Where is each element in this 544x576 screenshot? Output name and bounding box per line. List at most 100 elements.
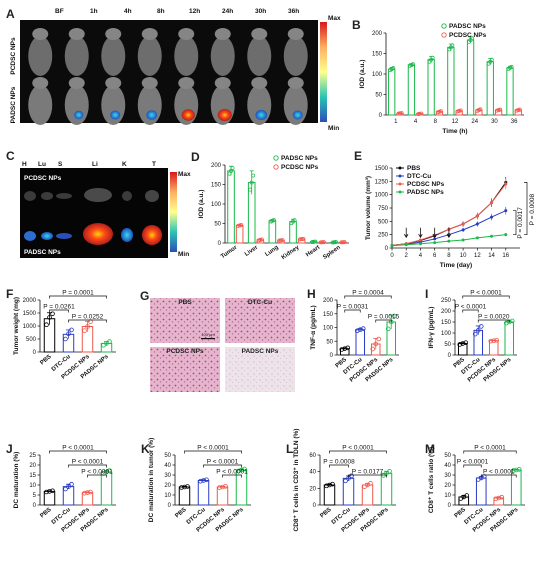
x-axis-title: Time (h) [442,128,467,135]
data-point [488,338,494,344]
bar [447,46,455,116]
data-point [201,478,206,483]
significance-bracket [87,474,107,478]
data-point [464,493,470,498]
p-value-label: P = 0.0004 [352,290,384,297]
y-tick-label: 1000 [375,193,389,199]
histology-label: PBS [178,299,192,306]
data-point [82,490,87,496]
significance-bracket [463,464,482,468]
data-point [301,236,306,241]
significance-bracket [462,309,479,313]
panel-letter: M [425,442,435,456]
organ-label: K [122,161,127,168]
data-point [88,489,93,495]
data-point [107,468,112,473]
p-value-label: P < 0.0001 [81,469,113,476]
y-tick-label: 150 [441,320,452,326]
data-point [280,238,285,242]
mouse-head [68,28,85,40]
panel-letter: F [6,287,13,301]
y-tick-label: 150 [211,183,222,189]
y-tick-label: 150 [372,52,383,58]
organ-label: Lu [38,161,46,168]
organ-label: H [22,161,27,168]
legend-label: PCDSC NPs [281,164,319,171]
y-tick-label: 20 [444,483,451,489]
mouse-body [28,36,53,76]
significance-bracket [184,450,242,454]
mouse-body [64,85,89,125]
y-tick-label: 200 [323,298,334,304]
data-point [327,482,332,488]
bar [355,329,366,356]
data-point [217,485,222,490]
data-point [504,182,508,186]
y-tick-label: 250 [378,233,389,239]
mouse-head [141,77,158,89]
data-point [66,331,71,337]
data-point [242,466,247,472]
p-value-label: P < 0.0001 [62,445,94,452]
y-tick-label: 750 [378,206,389,212]
data-point [460,341,466,346]
data-point [50,311,55,317]
mouse-body [28,85,53,125]
p-value-label: P = 0.0261 [43,304,75,311]
data-point [410,62,415,67]
x-tick-label: 2 [405,253,409,259]
row-label: PADSC NPs [24,249,61,256]
p-value-label: P < 0.0001 [207,459,239,466]
timepoint-label: BF [55,8,64,15]
y-tick-label: 0 [218,241,222,247]
bar [475,477,487,506]
y-tick-label: 2000 [23,298,37,304]
y-tick-label: 40 [444,463,451,469]
histology-image [225,298,295,343]
x-tick-label: Liver [244,244,260,258]
chart-B: B 0 50 100 150 200 IOD (a.u.) 1 4 8 12 24 30 36 Time (… [352,18,524,135]
data-point [332,240,337,245]
bar [227,170,235,244]
p-value-label: P < 0.0001 [470,290,502,297]
data-point [478,107,483,112]
data-point [391,66,396,71]
panel-letter: J [6,442,13,456]
mouse-head [105,77,122,89]
panel-letter: E [354,149,362,163]
p-value-label: P = 0.0177 [352,469,384,476]
data-point [509,64,514,69]
y-tick-label: 0 [313,503,317,509]
data-point [381,473,386,478]
timepoint-label: 12h [189,8,200,15]
data-point [472,331,478,337]
bar [235,224,244,244]
significance-bracket [329,450,387,454]
data-point [342,346,348,351]
data-point [239,467,244,473]
data-point [47,315,52,320]
data-point [271,218,276,223]
y-tick-label: 1000 [23,324,37,330]
data-point [478,324,484,329]
y-tick-label: 60 [309,453,316,459]
bar [504,321,515,356]
significance-bracket [344,309,361,313]
mouse-head [32,77,49,89]
timepoint-label: 8h [157,8,165,15]
data-point [447,239,451,243]
y-tick-label: 200 [372,31,383,37]
data-point [66,484,71,489]
significance-bracket [49,450,107,454]
p-value-label: P < 0.0001 [483,469,515,476]
data-point [220,484,225,490]
x-tick-label: PBS [454,507,467,520]
x-tick-label: Lung [264,245,280,259]
histology-label: PADSC NPs [242,348,279,355]
legend-label: PADSC NPs [281,155,318,162]
panel-letter-a: A [6,7,15,21]
y-axis-title: CD8⁺ T cells in CD3⁺ in TDLN (%) [293,429,300,532]
